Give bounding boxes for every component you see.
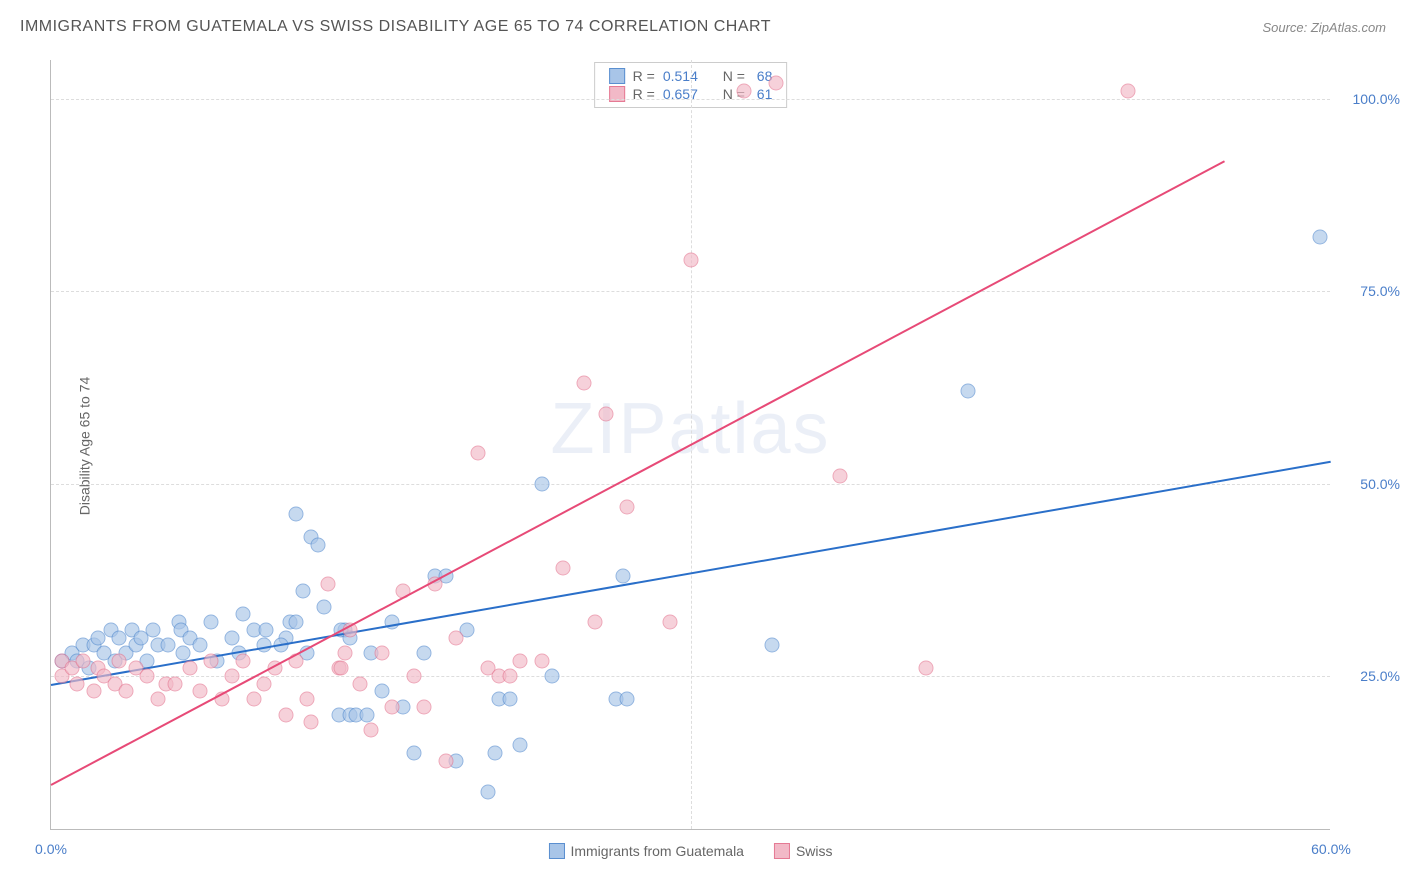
scatter-point xyxy=(236,653,251,668)
scatter-point xyxy=(417,645,432,660)
r-value: 0.514 xyxy=(663,68,711,84)
scatter-point xyxy=(833,468,848,483)
scatter-point xyxy=(86,684,101,699)
scatter-point xyxy=(487,746,502,761)
r-value: 0.657 xyxy=(663,86,711,102)
scatter-point xyxy=(769,76,784,91)
scatter-point xyxy=(193,638,208,653)
n-label: N = xyxy=(719,68,745,84)
scatter-point xyxy=(225,630,240,645)
scatter-point xyxy=(353,676,368,691)
scatter-point xyxy=(662,615,677,630)
scatter-point xyxy=(534,476,549,491)
scatter-point xyxy=(204,653,219,668)
legend-label: Immigrants from Guatemala xyxy=(570,843,744,859)
scatter-point xyxy=(321,576,336,591)
scatter-point xyxy=(545,669,560,684)
chart-title: IMMIGRANTS FROM GUATEMALA VS SWISS DISAB… xyxy=(20,18,771,36)
scatter-point xyxy=(449,630,464,645)
y-tick-label: 100.0% xyxy=(1353,91,1400,107)
scatter-point xyxy=(257,676,272,691)
scatter-point xyxy=(620,692,635,707)
scatter-point xyxy=(359,707,374,722)
legend-label: Swiss xyxy=(796,843,833,859)
scatter-point xyxy=(765,638,780,653)
scatter-point xyxy=(502,669,517,684)
scatter-point xyxy=(289,507,304,522)
scatter-point xyxy=(176,645,191,660)
scatter-point xyxy=(502,692,517,707)
scatter-point xyxy=(406,669,421,684)
scatter-point xyxy=(374,684,389,699)
scatter-point xyxy=(334,661,349,676)
scatter-point xyxy=(385,699,400,714)
scatter-point xyxy=(236,607,251,622)
scatter-point xyxy=(364,722,379,737)
legend-swatch-icon xyxy=(774,843,790,859)
scatter-point xyxy=(406,746,421,761)
scatter-point xyxy=(118,684,133,699)
scatter-point xyxy=(304,715,319,730)
scatter-point xyxy=(918,661,933,676)
scatter-point xyxy=(278,707,293,722)
scatter-point xyxy=(69,676,84,691)
scatter-point xyxy=(737,83,752,98)
scatter-point xyxy=(193,684,208,699)
scatter-point xyxy=(438,753,453,768)
scatter-point xyxy=(470,445,485,460)
scatter-point xyxy=(167,676,182,691)
scatter-point xyxy=(300,692,315,707)
scatter-point xyxy=(374,645,389,660)
n-value: 61 xyxy=(753,86,772,102)
scatter-point xyxy=(620,499,635,514)
scatter-point xyxy=(534,653,549,668)
trend-line xyxy=(51,160,1225,785)
scatter-point xyxy=(615,568,630,583)
scatter-point xyxy=(259,622,274,637)
scatter-point xyxy=(1313,230,1328,245)
correlation-chart: IMMIGRANTS FROM GUATEMALA VS SWISS DISAB… xyxy=(0,0,1406,892)
bottom-legend: Immigrants from Guatemala Swiss xyxy=(548,843,832,859)
scatter-point xyxy=(588,615,603,630)
y-tick-label: 75.0% xyxy=(1360,283,1400,299)
legend-item: Swiss xyxy=(774,843,833,859)
scatter-point xyxy=(481,784,496,799)
scatter-point xyxy=(289,615,304,630)
scatter-point xyxy=(1121,83,1136,98)
scatter-point xyxy=(246,692,261,707)
scatter-point xyxy=(295,584,310,599)
scatter-point xyxy=(225,669,240,684)
scatter-point xyxy=(76,653,91,668)
legend-swatch-icon xyxy=(609,86,625,102)
legend-item: Immigrants from Guatemala xyxy=(548,843,744,859)
scatter-point xyxy=(338,645,353,660)
scatter-point xyxy=(556,561,571,576)
plot-area: ZIPatlas R =0.514 N = 68R =0.657 N = 61 … xyxy=(50,60,1330,830)
scatter-point xyxy=(513,738,528,753)
y-tick-label: 50.0% xyxy=(1360,476,1400,492)
scatter-point xyxy=(112,653,127,668)
scatter-point xyxy=(961,384,976,399)
legend-swatch-icon xyxy=(548,843,564,859)
scatter-point xyxy=(577,376,592,391)
scatter-point xyxy=(684,253,699,268)
x-tick-label: 60.0% xyxy=(1311,841,1351,857)
scatter-point xyxy=(150,692,165,707)
scatter-point xyxy=(417,699,432,714)
scatter-point xyxy=(310,538,325,553)
scatter-point xyxy=(317,599,332,614)
scatter-point xyxy=(598,407,613,422)
x-tick-label: 0.0% xyxy=(35,841,67,857)
scatter-point xyxy=(161,638,176,653)
scatter-point xyxy=(146,622,161,637)
r-label: R = xyxy=(633,86,655,102)
legend-swatch-icon xyxy=(609,68,625,84)
scatter-point xyxy=(140,669,155,684)
y-tick-label: 25.0% xyxy=(1360,668,1400,684)
scatter-point xyxy=(204,615,219,630)
scatter-point xyxy=(182,661,197,676)
source-attribution: Source: ZipAtlas.com xyxy=(1262,20,1386,35)
scatter-point xyxy=(513,653,528,668)
r-label: R = xyxy=(633,68,655,84)
